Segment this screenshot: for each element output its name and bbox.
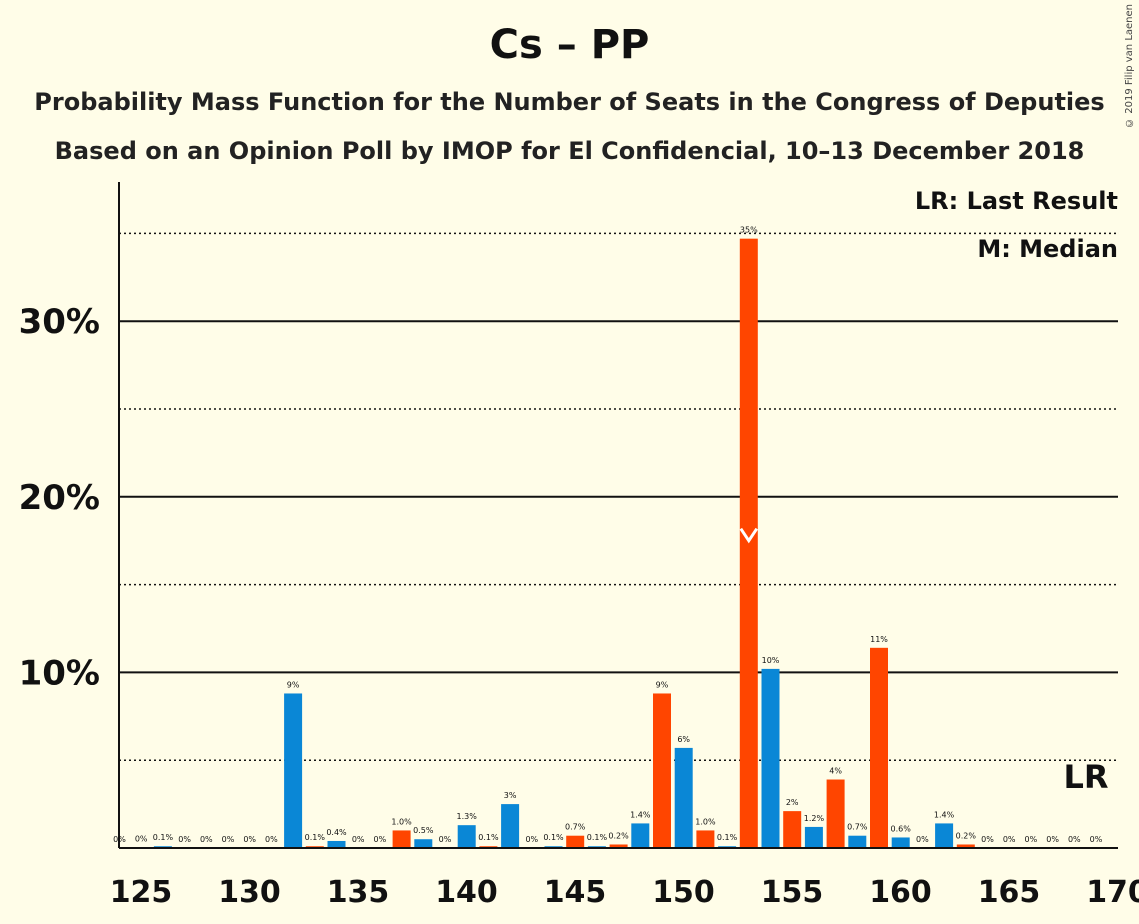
data-label: 1.4% bbox=[630, 810, 651, 819]
bars-group bbox=[132, 238, 975, 849]
legend-median: M: Median bbox=[977, 235, 1118, 263]
data-label: 0% bbox=[200, 835, 213, 844]
data-label: 0.2% bbox=[608, 831, 629, 840]
chart-subtitle-1: Probability Mass Function for the Number… bbox=[34, 88, 1105, 116]
data-labels-group: 0%0%0.1%0%0%0%0%0%9%0.1%0.4%0%0%1.0%0.5%… bbox=[113, 226, 1103, 844]
data-label: 3% bbox=[504, 791, 517, 800]
x-tick-label: 145 bbox=[544, 875, 607, 910]
bar-seat-142 bbox=[457, 825, 476, 848]
median-marker bbox=[739, 527, 759, 544]
bar-seat-147 bbox=[566, 835, 585, 848]
data-label: 0% bbox=[1046, 835, 1059, 844]
data-label: 0% bbox=[352, 835, 365, 844]
data-label: 1.4% bbox=[934, 810, 955, 819]
data-label: 0.5% bbox=[413, 826, 434, 835]
legend-last-result: LR: Last Result bbox=[915, 187, 1118, 215]
data-label: 11% bbox=[870, 635, 888, 644]
bar-seat-165 bbox=[956, 844, 975, 848]
data-label: 0.7% bbox=[565, 823, 586, 832]
bar-seat-134 bbox=[284, 693, 303, 848]
data-label: 35% bbox=[740, 226, 758, 235]
data-label: 0% bbox=[1003, 835, 1016, 844]
data-label: 1.0% bbox=[391, 817, 412, 826]
bar-seat-159 bbox=[826, 779, 845, 848]
bar-seat-144 bbox=[501, 804, 520, 848]
last-result-marker: LR bbox=[1063, 758, 1108, 796]
data-label: 9% bbox=[287, 680, 300, 689]
bar-seat-136 bbox=[327, 840, 346, 848]
grid-lines bbox=[119, 232, 1118, 761]
data-label: 1.3% bbox=[457, 812, 478, 821]
y-tick-label: 10% bbox=[19, 653, 100, 693]
bar-seat-152 bbox=[674, 747, 693, 848]
x-tick-label: 165 bbox=[978, 875, 1041, 910]
bar-seat-161 bbox=[870, 647, 888, 848]
data-label: 0% bbox=[525, 835, 538, 844]
data-label: 1.0% bbox=[695, 817, 716, 826]
x-tick-label: 170 bbox=[1086, 875, 1139, 910]
bar-seat-160 bbox=[848, 835, 867, 848]
bar-seat-149 bbox=[609, 844, 628, 848]
data-label: 0.6% bbox=[891, 824, 912, 833]
data-label: 0% bbox=[1025, 835, 1038, 844]
data-label: 0.2% bbox=[956, 831, 977, 840]
bar-seat-157 bbox=[783, 811, 802, 848]
data-label: 0% bbox=[135, 835, 148, 844]
data-label: 0% bbox=[265, 835, 278, 844]
chart-subtitle-2: Based on an Opinion Poll by IMOP for El … bbox=[54, 137, 1085, 165]
data-label: 0.1% bbox=[305, 833, 326, 842]
bar-seat-153 bbox=[696, 830, 715, 848]
data-label: 0.1% bbox=[717, 833, 738, 842]
data-label: 0.4% bbox=[326, 828, 347, 837]
x-tick-label: 130 bbox=[218, 875, 281, 910]
x-tick-label: 125 bbox=[110, 875, 173, 910]
data-label: 0% bbox=[178, 835, 191, 844]
x-tick-label: 150 bbox=[652, 875, 715, 910]
data-label: 0.7% bbox=[847, 823, 868, 832]
data-label: 0% bbox=[374, 835, 387, 844]
chart-title: Cs – PP bbox=[489, 22, 650, 68]
bar-seat-156 bbox=[761, 668, 780, 848]
bar-seat-151 bbox=[653, 693, 671, 848]
data-label: 0.1% bbox=[543, 833, 564, 842]
data-label: 0.1% bbox=[153, 833, 174, 842]
data-label: 0% bbox=[439, 835, 452, 844]
x-tick-label: 140 bbox=[435, 875, 498, 910]
data-label: 6% bbox=[677, 735, 690, 744]
data-label: 1.2% bbox=[804, 814, 825, 823]
data-label: 0.1% bbox=[587, 833, 608, 842]
data-label: 4% bbox=[829, 767, 842, 776]
bar-seat-150 bbox=[631, 823, 650, 848]
data-label: 0% bbox=[1090, 835, 1103, 844]
data-label: 9% bbox=[656, 680, 669, 689]
y-tick-label: 30% bbox=[19, 302, 100, 342]
bar-seat-164 bbox=[935, 823, 954, 848]
y-tick-label: 20% bbox=[19, 478, 100, 518]
bar-seat-162 bbox=[891, 837, 910, 848]
data-label: 0% bbox=[243, 835, 256, 844]
data-label: 0.1% bbox=[478, 833, 499, 842]
data-label: 10% bbox=[762, 656, 780, 665]
data-label: 0% bbox=[1068, 835, 1081, 844]
data-label: 2% bbox=[786, 798, 799, 807]
bar-seat-158 bbox=[804, 826, 823, 848]
data-label: 0% bbox=[222, 835, 235, 844]
data-label: 0% bbox=[916, 835, 929, 844]
data-label: 0% bbox=[981, 835, 994, 844]
x-tick-label: 160 bbox=[869, 875, 932, 910]
bar-seat-140 bbox=[414, 839, 433, 848]
bar-seat-139 bbox=[392, 830, 411, 848]
axes-group: 10% 20% 30% 125 130 135 140 145 150 155 160 165 170 L… bbox=[19, 182, 1139, 910]
x-tick-label: 155 bbox=[761, 875, 824, 910]
x-tick-label: 135 bbox=[327, 875, 390, 910]
